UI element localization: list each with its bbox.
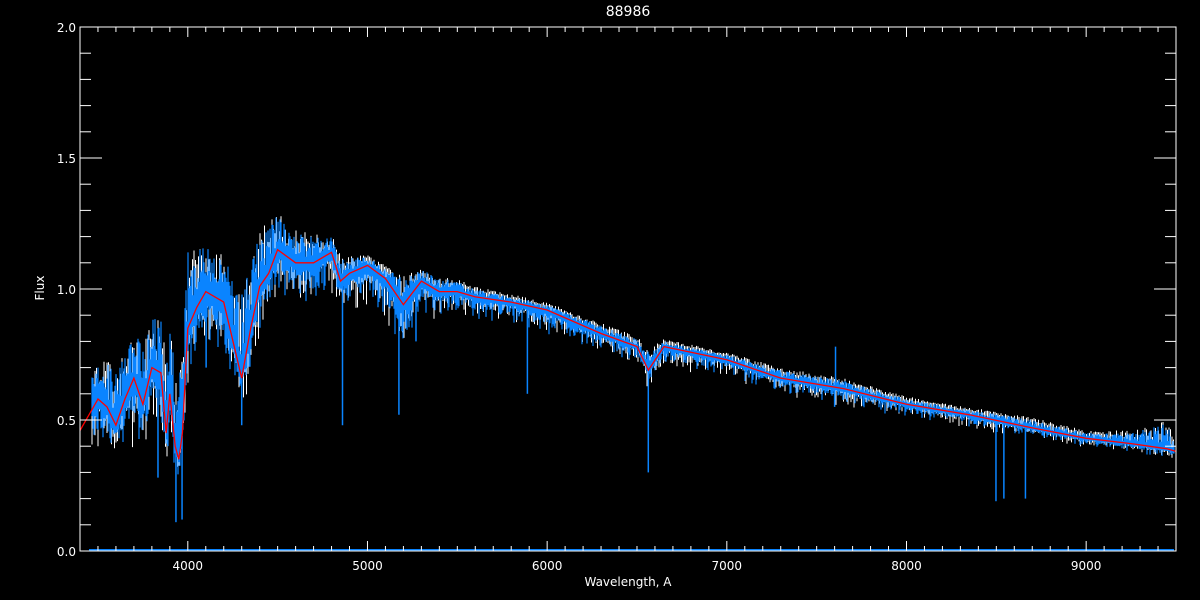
smoothed-spectrum [79,248,1177,460]
x-tick-label: 4000 [173,559,204,573]
y-axis-label: Flux [33,276,47,301]
chart-title: 88986 [606,4,651,20]
plot-area [79,216,1177,551]
y-tick-label: 1.0 [57,283,76,297]
x-tick-label: 5000 [352,559,383,573]
x-axis-label: Wavelength, A [584,575,672,589]
model-spectrum [91,216,1174,467]
observed-spectrum [91,217,1175,475]
y-tick-label: 0.5 [57,414,76,428]
x-tick-label: 7000 [712,559,743,573]
x-tick-label: 9000 [1071,559,1102,573]
y-tick-label: 0.0 [57,545,76,559]
axes-frame [79,26,1177,552]
y-tick-label: 2.0 [57,21,76,35]
y-tick-label: 1.5 [57,152,76,166]
axes: 4000 5000 6000 7000 8000 9000 0.0 0.5 1.0 1.5 2.0 [57,21,1177,573]
x-tick-label: 6000 [532,559,563,573]
x-tick-label: 8000 [891,559,922,573]
